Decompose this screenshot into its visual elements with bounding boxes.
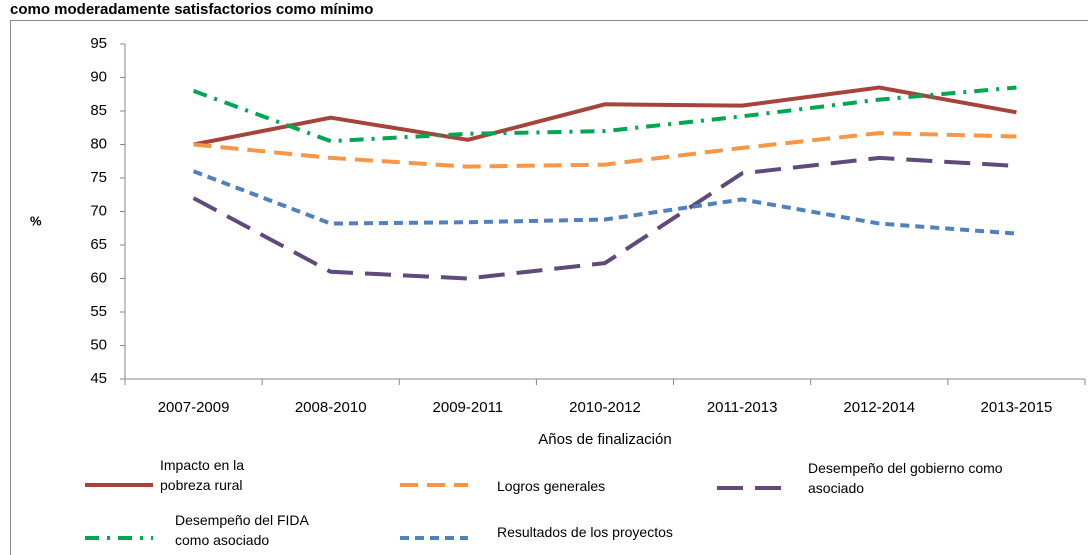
chart-title: como moderadamente satisfactorios como m… (10, 1, 373, 18)
y-tick-label: 95 (90, 35, 107, 52)
x-tick-label: 2009-2011 (433, 399, 504, 416)
legend-label: Logros generales (497, 478, 606, 494)
y-tick-label: 60 (90, 269, 107, 286)
y-tick-label: 55 (90, 303, 107, 320)
legend-label: Desempeño del FIDA como asociado (175, 512, 309, 548)
x-tick-label: 2012-2014 (843, 399, 915, 416)
x-tick-label: 2013-2015 (981, 399, 1053, 416)
series-line (193, 131, 1017, 169)
y-tick-label: 90 (90, 68, 107, 85)
y-tick-label: 80 (90, 135, 107, 152)
series-line (192, 169, 1017, 236)
legend-label: Resultados de los proyectos (497, 524, 673, 540)
y-tick-label: 65 (90, 236, 107, 253)
y-tick-label: 50 (90, 336, 107, 353)
chart-border (10, 20, 1088, 555)
series-line (192, 155, 1017, 281)
y-axis-label: % (30, 213, 42, 228)
x-axis-label: Años de finalización (538, 431, 671, 448)
x-tick-label: 2007-2009 (158, 399, 230, 416)
series-line (192, 85, 1017, 144)
y-tick-label: 70 (90, 202, 107, 219)
x-tick-label: 2008-2010 (295, 399, 367, 416)
legend-label: Impacto en la pobreza rural (160, 457, 245, 493)
legend-label: Desempeño del gobierno como asociado (808, 460, 1003, 496)
x-tick-label: 2010-2012 (569, 399, 641, 416)
y-tick-label: 45 (90, 370, 107, 387)
series-line (193, 85, 1017, 147)
x-tick-label: 2011-2013 (707, 399, 778, 416)
y-tick-label: 75 (90, 169, 107, 186)
y-tick-label: 85 (90, 102, 107, 119)
